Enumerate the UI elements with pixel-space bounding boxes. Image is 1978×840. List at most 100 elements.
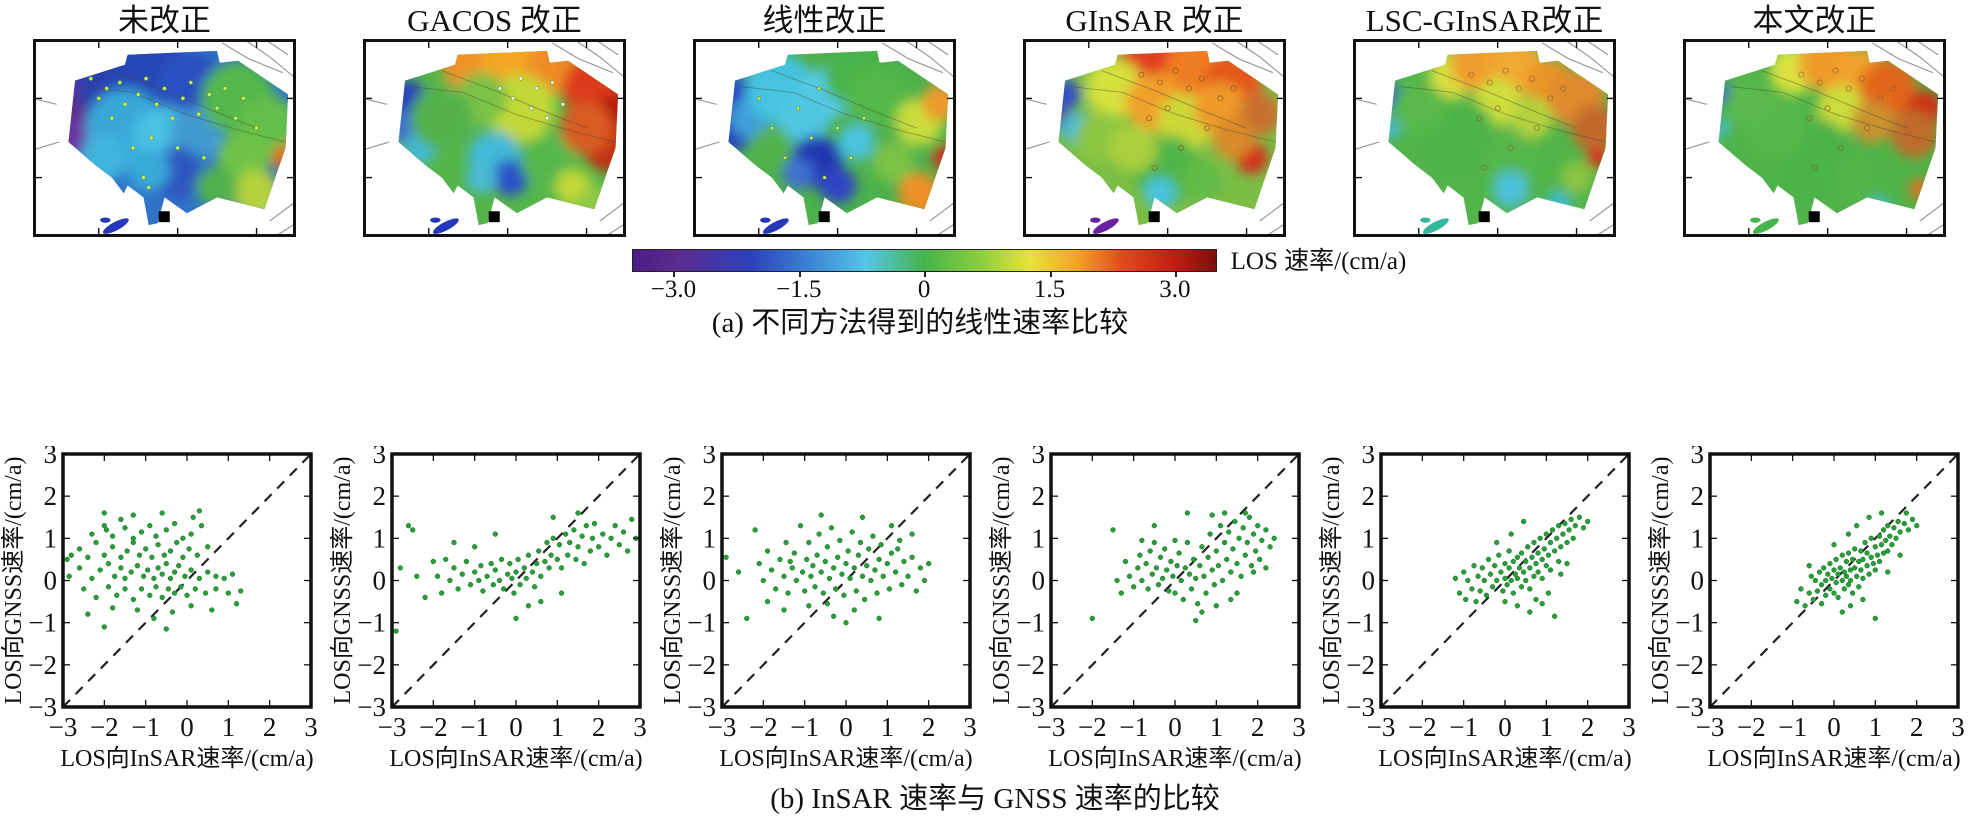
map-frame (33, 39, 296, 237)
svg-text:−2: −2 (358, 650, 387, 680)
svg-text:2: 2 (1032, 481, 1046, 511)
svg-text:2: 2 (1361, 481, 1375, 511)
scatter-plot-3: −3 −2 −1 0 1 2 3−3−2−10123LOS向InSAR速率/(cm/a)LO… (988, 439, 1306, 772)
svg-text:−1: −1 (1449, 712, 1478, 742)
caption-b: (b) InSAR 速率与 GNSS 速率的比较 (770, 783, 1220, 815)
x-tick-labels: −3 −2 −1 0 1 2 3 (1696, 712, 1965, 742)
svg-text:−2: −2 (1346, 650, 1375, 680)
map-title-lsc-ginsar: LSC-GInSAR改正 (1365, 3, 1604, 38)
svg-text:1: 1 (222, 712, 236, 742)
gnss-stations (88, 76, 259, 190)
colorbar-tick-label: −1.5 (776, 276, 822, 303)
svg-text:3: 3 (373, 446, 387, 469)
x-tick-labels: −3 −2 −1 0 1 2 3 (49, 712, 318, 742)
colorbar-tick (924, 272, 927, 277)
colorbar-row: −3.0 −1.5 0 1.5 3.0 LOS 速率/(cm/a) (0, 249, 1978, 305)
svg-text:2: 2 (373, 481, 387, 511)
svg-text:0: 0 (1168, 712, 1182, 742)
scatter-panel-uncorrected: −3 −2 −1 0 1 2 3 −3 −2 −1 0 1 2 3 LOS向InSAR速率/(cm/a) LO… (0, 439, 330, 772)
plot-frame (720, 452, 972, 709)
x-tick-labels: −3 −2 −1 0 1 2 3 (1366, 712, 1635, 742)
map-panel-uncorrected (32, 38, 297, 237)
svg-text:0: 0 (1827, 712, 1841, 742)
caption-a: (a) 不同方法得到的线性速率比较 (711, 307, 1129, 339)
colorbar-tick (673, 272, 676, 277)
scatter-row: −3 −2 −1 0 1 2 3 −3 −2 −1 0 1 2 3 LOS向InSAR速率/(cm/a) LO… (0, 439, 1978, 772)
svg-text:3: 3 (1292, 712, 1306, 742)
lake-shape (1092, 218, 1119, 234)
diagonal-reference-line (1709, 453, 1959, 708)
svg-text:3: 3 (44, 446, 58, 469)
map-panel-gacos (362, 38, 627, 237)
scatter-points (393, 510, 639, 634)
svg-text:−1: −1 (358, 608, 387, 638)
x-tick-labels: −3 −2 −1 0 1 2 3 (707, 712, 976, 742)
map-frame (1353, 39, 1616, 237)
svg-text:1: 1 (1032, 523, 1046, 553)
y-axis-label: LOS向GNSS速率/(cm/a) (1319, 457, 1345, 705)
svg-text:2: 2 (44, 481, 58, 511)
scatter-plot-5: −3 −2 −1 0 1 2 3−3−2−10123LOS向InSAR速率/(cm/a)LO… (1647, 439, 1965, 772)
x-axis-label: LOS向InSAR速率/(cm/a) (1049, 745, 1302, 771)
svg-text:−3: −3 (378, 712, 407, 742)
scatter-panel-lsc-ginsar: −3 −2 −1 0 1 2 3 −3 −2 −1 0 1 2 3 LOS向InSAR速率/(cm/a) LO… (1318, 439, 1648, 772)
map-plot-1 (362, 38, 627, 237)
map-title-ginsar: GInSAR 改正 (1065, 3, 1244, 38)
scatter-points (1452, 514, 1590, 619)
svg-text:3: 3 (1032, 446, 1046, 469)
svg-text:3: 3 (1361, 446, 1375, 469)
diagonal-reference-line (62, 453, 312, 708)
svg-text:−1: −1 (131, 712, 160, 742)
x-axis-label: LOS向InSAR速率/(cm/a) (1707, 745, 1960, 771)
map-title-gacos: GACOS 改正 (407, 3, 582, 38)
svg-text:3: 3 (702, 446, 716, 469)
x-axis-label: LOS向InSAR速率/(cm/a) (60, 745, 313, 771)
svg-text:−2: −2 (1675, 650, 1704, 680)
gnss-stations (1138, 67, 1237, 171)
svg-text:−3: −3 (1366, 712, 1395, 742)
colorbar-label: LOS 速率/(cm/a) (1230, 248, 1407, 275)
svg-text:−3: −3 (28, 692, 57, 722)
svg-text:0: 0 (510, 712, 524, 742)
y-axis-label: LOS向GNSS速率/(cm/a) (989, 457, 1015, 705)
svg-text:3: 3 (304, 712, 318, 742)
svg-text:0: 0 (44, 566, 58, 596)
scatter-panel-ginsar: −3 −2 −1 0 1 2 3 −3 −2 −1 0 1 2 3 LOS向InSAR速率/(cm/a) LO… (988, 439, 1318, 772)
svg-text:−1: −1 (790, 712, 819, 742)
map-panel-linear (692, 38, 957, 237)
lake-shape (102, 218, 129, 234)
svg-text:−1: −1 (1778, 712, 1807, 742)
svg-text:1: 1 (44, 523, 58, 553)
map-swath (68, 50, 289, 226)
x-tick-labels: −3 −2 −1 0 1 2 3 (378, 712, 647, 742)
map-frame (693, 39, 956, 237)
map-plot-2 (692, 38, 957, 237)
scatter-plot-4: −3 −2 −1 0 1 2 3−3−2−10123LOS向InSAR速率/(cm/a)LO… (1318, 439, 1636, 772)
plot-frame (390, 452, 643, 709)
svg-text:−1: −1 (1675, 608, 1704, 638)
svg-text:−3: −3 (358, 692, 387, 722)
svg-text:−1: −1 (1119, 712, 1148, 742)
colorbar-tick-label: 1.5 (1033, 276, 1066, 303)
svg-text:−3: −3 (687, 692, 716, 722)
lake-shape (432, 218, 459, 234)
y-tick-labels: −3 −2 −1 0 1 2 3 (1016, 439, 1046, 722)
lake-shape (1752, 218, 1779, 234)
scatter-plot-1: −3 −2 −1 0 1 2 3−3−2−10123LOS向InSAR速率/(cm/a)LO… (329, 439, 647, 772)
svg-text:−1: −1 (461, 712, 490, 742)
fault-lines (362, 38, 627, 236)
svg-text:−1: −1 (687, 608, 716, 638)
y-tick-labels: −3 −2 −1 0 1 2 3 (687, 439, 716, 722)
map-plot-4 (1352, 38, 1617, 237)
plot-frame (61, 452, 313, 709)
svg-text:0: 0 (839, 712, 853, 742)
svg-text:1: 1 (1210, 712, 1224, 742)
reference-point-marker (1148, 211, 1160, 223)
svg-text:−2: −2 (28, 650, 57, 680)
svg-text:0: 0 (373, 566, 387, 596)
svg-text:3: 3 (1951, 712, 1965, 742)
svg-text:1: 1 (1690, 523, 1704, 553)
lake-shape (762, 218, 789, 234)
svg-text:2: 2 (1251, 712, 1265, 742)
x-axis-label: LOS向InSAR速率/(cm/a) (719, 745, 972, 771)
